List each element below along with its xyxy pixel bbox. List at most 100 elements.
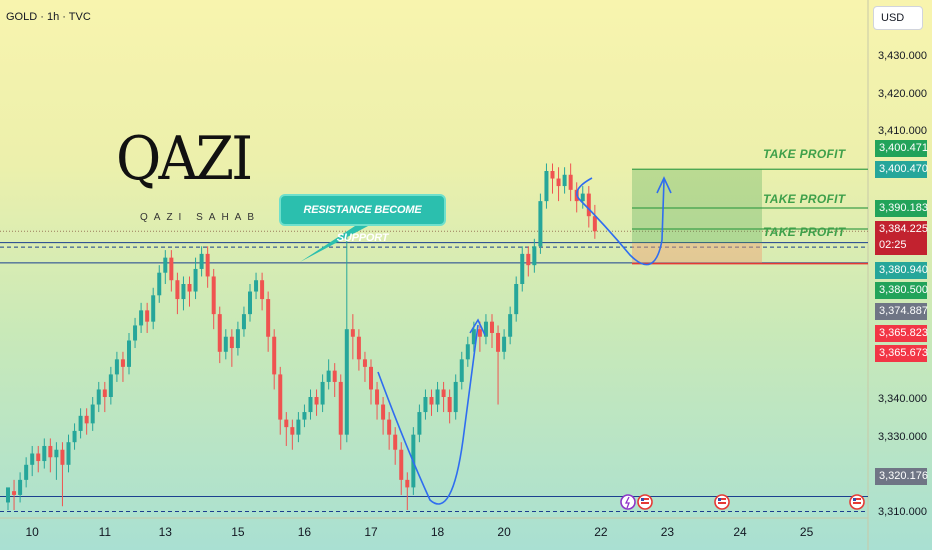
candle (18, 472, 23, 503)
candle (568, 163, 573, 202)
candle-body (84, 415, 89, 424)
currency-button[interactable]: USD (873, 6, 923, 30)
candle-body (453, 381, 458, 413)
candle (260, 272, 265, 311)
candle (187, 276, 192, 307)
candle (54, 442, 59, 480)
candle-body (266, 299, 271, 337)
candle (417, 404, 422, 443)
candle-body (278, 374, 283, 420)
candle-body (260, 280, 265, 300)
candle-body (72, 430, 77, 443)
resistance-support-callout: RESISTANCE BECOME SUPPORT (279, 194, 446, 244)
candle-body (508, 314, 513, 337)
us-flag-event-icon[interactable] (714, 494, 730, 510)
candle (302, 404, 307, 428)
trade-zones (632, 168, 868, 265)
candle-body (586, 193, 591, 217)
price-badge-stop-ref: 3,374.887 (875, 303, 928, 320)
candle-body (387, 419, 392, 435)
candle-body (580, 193, 585, 202)
candle-body (127, 340, 131, 367)
candle-body (381, 404, 386, 420)
candle-body (459, 359, 464, 382)
candle (229, 329, 234, 367)
candle (356, 329, 361, 371)
candle-body (471, 329, 476, 345)
candle-body (496, 332, 501, 352)
candle-body (217, 314, 222, 352)
candle (163, 250, 168, 284)
candle (453, 374, 458, 420)
current-price-label: 3,384.225 (879, 223, 928, 235)
candle (332, 363, 337, 397)
candle (447, 389, 452, 424)
candle (338, 374, 343, 450)
candle (169, 250, 174, 292)
candle-body (447, 397, 452, 413)
us-flag-event-icon[interactable] (637, 494, 653, 510)
candle (102, 381, 107, 413)
candle (441, 381, 446, 413)
flag-stripe (853, 502, 861, 504)
candle-body (362, 359, 367, 367)
candle (477, 321, 482, 352)
price-badge-tp1-alt: 3,400.470 (875, 161, 928, 178)
y-tick-label: 3,410.000 (878, 125, 927, 137)
candle-body (48, 445, 53, 458)
callout-pointer (300, 226, 368, 262)
candle-body (175, 280, 180, 300)
economic-event-icons[interactable] (620, 494, 865, 510)
candle-body (550, 171, 555, 179)
candle-body (187, 284, 192, 292)
candle (42, 438, 47, 469)
candle-body (544, 171, 549, 202)
x-tick-label: 20 (497, 525, 511, 539)
candle (320, 374, 325, 413)
candle-body (248, 291, 252, 315)
candle-body (133, 325, 138, 341)
candle (465, 336, 470, 367)
flash-event-icon[interactable] (620, 494, 636, 510)
candle (278, 366, 283, 435)
candle (181, 276, 186, 311)
profit-zone (632, 169, 762, 243)
price-badge-red-1: 3,365.823 (875, 325, 928, 342)
flag-stripe (641, 498, 649, 500)
candle (241, 306, 246, 337)
candle-body (90, 404, 95, 424)
candle-body (477, 329, 482, 337)
candle (120, 351, 125, 382)
candle (314, 389, 319, 416)
candle (532, 238, 537, 273)
x-tick-label: 15 (231, 525, 245, 539)
price-badge-tp1: 3,400.471 (875, 140, 928, 157)
us-flag-event-icon[interactable] (849, 494, 865, 510)
candle-body (284, 419, 289, 428)
price-badge-entry: 3,380.940 (875, 262, 928, 279)
candle (30, 445, 35, 477)
x-tick-label: 16 (297, 525, 312, 539)
candle (429, 389, 434, 416)
candle-body (344, 329, 349, 435)
candle (78, 408, 83, 439)
candle-body (24, 464, 29, 480)
candle-body (435, 389, 440, 405)
candle (520, 246, 525, 292)
candle (272, 329, 277, 390)
candle-body (326, 370, 331, 382)
candle-body (302, 412, 307, 420)
candle (308, 389, 313, 420)
candle (508, 306, 513, 345)
support-resistance-levels (0, 242, 868, 513)
candle-body (441, 389, 446, 397)
candle-body (423, 397, 428, 413)
candle (6, 487, 10, 510)
candle-countdown: 02:25 (879, 239, 907, 251)
projection-arrow-path (576, 177, 665, 266)
candle (350, 314, 355, 360)
projection-arrow-head (656, 176, 672, 194)
candle-body (60, 449, 65, 465)
brand-logo: QAZI (116, 124, 253, 194)
